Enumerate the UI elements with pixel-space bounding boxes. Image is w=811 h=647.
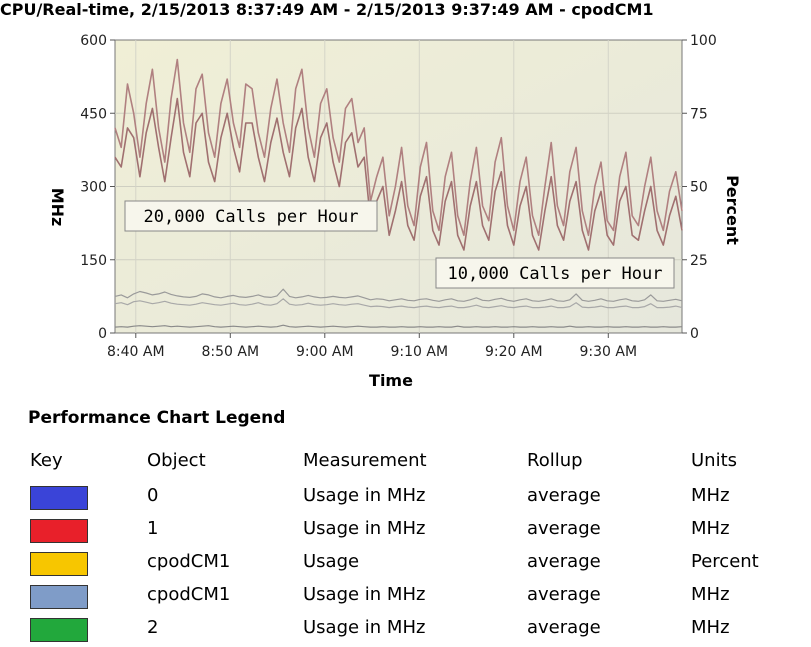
x-tick-label: 9:00 AM <box>296 344 354 360</box>
legend-cell-measurement: Usage <box>303 551 360 572</box>
x-tick-label: 8:40 AM <box>107 344 165 360</box>
legend-cell-object: cpodCM1 <box>147 551 231 572</box>
legend-row: cpodCM1 Usage average Percent <box>0 548 811 581</box>
x-tick-label: 9:20 AM <box>485 344 543 360</box>
legend-cell-rollup: average <box>527 617 601 638</box>
annotation-text: 10,000 Calls per Hour <box>448 264 663 284</box>
y-tick-label: 600 <box>80 33 107 49</box>
y2-axis-label: Percent <box>723 175 742 245</box>
x-tick-label: 8:50 AM <box>202 344 260 360</box>
legend-title: Performance Chart Legend <box>28 408 286 428</box>
legend-header-measurement: Measurement <box>303 450 427 471</box>
series-line-1 <box>114 97 683 251</box>
series-line-4 <box>114 298 683 309</box>
annotation-10000-calls: 10,000 Calls per Hour <box>435 257 675 289</box>
y2-tick-label: 25 <box>690 253 708 269</box>
legend-color-swatch <box>30 486 88 510</box>
legend-cell-units: MHz <box>691 518 730 539</box>
legend-header-rollup: Rollup <box>527 450 583 471</box>
y2-tick-label: 75 <box>690 106 708 122</box>
x-tick-label: 9:10 AM <box>391 344 449 360</box>
legend-row: 0 Usage in MHz average MHz <box>0 482 811 515</box>
x-tick-label: 9:30 AM <box>580 344 638 360</box>
chart-title: CPU/Real-time, 2/15/2013 8:37:49 AM - 2/… <box>0 0 654 19</box>
y2-tick-label: 0 <box>690 326 699 342</box>
legend-cell-rollup: average <box>527 584 601 605</box>
legend-header-key: Key <box>30 450 63 471</box>
x-axis: 8:40 AM 8:50 AM 9:00 AM 9:10 AM 9:20 AM 9:30 … <box>107 333 637 360</box>
legend-cell-units: MHz <box>691 617 730 638</box>
series-line-0 <box>114 58 683 237</box>
y-tick-label: 0 <box>98 326 107 342</box>
legend-cell-measurement: Usage in MHz <box>303 584 426 605</box>
x-axis-label: Time <box>369 371 413 390</box>
legend-color-swatch <box>30 519 88 543</box>
annotation-text: 20,000 Calls per Hour <box>144 207 359 227</box>
legend-cell-object: 2 <box>147 617 159 638</box>
series-line-2 <box>114 324 683 328</box>
legend-cell-measurement: Usage in MHz <box>303 485 426 506</box>
legend-header-object: Object <box>147 450 206 471</box>
y2-tick-label: 50 <box>690 180 708 196</box>
legend-cell-units: Percent <box>691 551 759 572</box>
legend-cell-object: 1 <box>147 518 159 539</box>
legend-cell-measurement: Usage in MHz <box>303 617 426 638</box>
legend-row: 2 Usage in MHz average MHz <box>0 614 811 647</box>
y-axis-right: 0 25 50 75 100 <box>682 33 717 342</box>
annotation-20000-calls: 20,000 Calls per Hour <box>124 200 378 232</box>
legend-color-swatch <box>30 552 88 576</box>
legend-row: cpodCM1 Usage in MHz average MHz <box>0 581 811 614</box>
legend-header-units: Units <box>691 450 738 471</box>
legend-row: 1 Usage in MHz average MHz <box>0 515 811 548</box>
y-tick-label: 150 <box>80 253 107 269</box>
legend-cell-rollup: average <box>527 485 601 506</box>
y-axis-left: 0 150 300 450 600 <box>80 33 115 342</box>
y-tick-label: 450 <box>80 106 107 122</box>
legend-cell-units: MHz <box>691 584 730 605</box>
legend-cell-rollup: average <box>527 518 601 539</box>
legend-cell-units: MHz <box>691 485 730 506</box>
legend-cell-measurement: Usage in MHz <box>303 518 426 539</box>
y-axis-label: MHz <box>48 188 67 227</box>
legend-color-swatch <box>30 618 88 642</box>
legend-color-swatch <box>30 585 88 609</box>
legend-cell-object: cpodCM1 <box>147 584 231 605</box>
y2-tick-label: 100 <box>690 33 717 49</box>
legend-cell-rollup: average <box>527 551 601 572</box>
performance-chart: 0 150 300 450 600 0 25 50 75 100 8:40 AM 8:50 AM 9… <box>48 33 742 390</box>
series-line-3 <box>114 288 683 302</box>
y-tick-label: 300 <box>80 180 107 196</box>
legend-cell-object: 0 <box>147 485 159 506</box>
series-lines <box>114 58 683 328</box>
